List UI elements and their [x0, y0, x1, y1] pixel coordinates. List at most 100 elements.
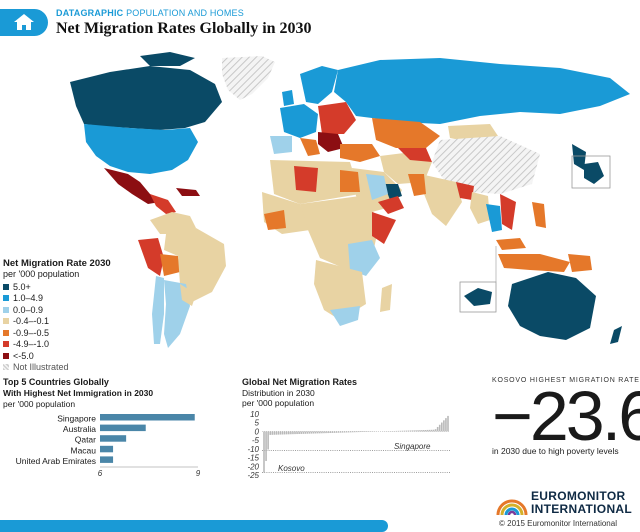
region-south-africa: [330, 306, 360, 326]
legend-swatch: [3, 306, 9, 313]
kosovo-note: in 2030 due to high poverty levels: [492, 446, 619, 456]
region-new-zealand: [610, 326, 622, 344]
region-balkans: [318, 132, 344, 152]
region-saudi: [366, 174, 388, 200]
copyright: © 2015 Euromonitor International: [499, 519, 617, 528]
legend-label: Not Illustrated: [13, 362, 69, 373]
region-russia: [334, 58, 630, 124]
legend-subtitle: per '000 population: [3, 269, 80, 279]
region-gulf-states: [384, 184, 402, 200]
region-north-america-north: [70, 66, 222, 130]
region-nepal-bangladesh: [456, 182, 474, 200]
region-bolivia: [160, 254, 180, 276]
region-png: [568, 254, 592, 272]
legend-item: 5.0+: [3, 281, 138, 293]
region-sahel-orange: [264, 210, 286, 230]
region-scandinavia: [300, 66, 338, 104]
region-philippines: [532, 202, 546, 228]
top5-bar: [100, 456, 114, 463]
legend-label: <-5.0: [13, 350, 34, 361]
global-tick-label: 5: [255, 419, 260, 428]
inset-east-asia: [571, 155, 611, 189]
global-unit: per '000 population: [242, 398, 315, 408]
region-egypt: [340, 170, 360, 192]
logo-text-line2: INTERNATIONAL: [531, 502, 633, 516]
legend-label: 5.0+: [13, 281, 31, 292]
region-horn-africa: [372, 212, 396, 244]
global-tick-label: -15: [247, 454, 259, 463]
euromonitor-logo: EUROMONITOR INTERNATIONAL: [496, 487, 640, 517]
region-uk-ireland: [282, 90, 294, 106]
region-mexico: [104, 168, 160, 204]
region-brazil: [164, 228, 226, 302]
kosovo-callout: KOSOVO HIGHEST MIGRATION RATE −23.6 in 2…: [492, 377, 640, 457]
legend-item: -0.9–-0.5: [3, 327, 138, 339]
top5-category-label: United Arab Emirates: [16, 456, 96, 466]
legend-label: -0.9–-0.5: [13, 327, 50, 338]
top5-title: Top 5 Countries Globally: [3, 377, 109, 387]
map-legend: Net Migration Rate 2030 per '000 populat…: [3, 256, 138, 375]
global-tick-label: -20: [247, 462, 259, 471]
region-australia: [508, 272, 596, 340]
legend-swatch: [3, 295, 9, 302]
top5-unit: per '000 population: [3, 399, 76, 409]
region-iberia: [270, 136, 292, 154]
top5-category-label: Singapore: [57, 414, 96, 424]
region-southern-africa: [314, 260, 366, 320]
top5-bar: [100, 445, 114, 453]
top5-category-label: Australia: [63, 424, 96, 434]
logo-text-line1: EUROMONITOR: [531, 489, 626, 503]
top5-bar: [100, 414, 195, 421]
region-south-korea: [584, 162, 604, 184]
region-indonesia: [498, 254, 570, 272]
region-caribbean: [176, 188, 200, 196]
top5-panel: Top 5 Countries Globally With Highest Ne…: [3, 377, 223, 477]
region-china: [432, 136, 540, 194]
kicker-topic: POPULATION AND HOMES: [126, 8, 244, 18]
top5-subtitle: With Highest Net Immigration in 2030: [3, 388, 154, 398]
legend-items: 5.0+ 1.0–4.9 0.0–0.9 -0.4–-0.1 -0.9–-0.5 -4.9…: [3, 281, 138, 373]
global-tick-label: -10: [247, 445, 259, 454]
kicker-category: DATAGRAPHIC: [56, 8, 124, 18]
global-reference-label: Singapore: [394, 442, 431, 451]
region-greenland: [222, 56, 275, 100]
home-button[interactable]: [0, 9, 48, 36]
region-east-africa: [348, 240, 380, 276]
region-myanmar: [470, 192, 490, 224]
header: DATAGRAPHIC POPULATION AND HOMES Net Mig…: [0, 0, 640, 42]
kosovo-label: KOSOVO HIGHEST MIGRATION RATE: [492, 377, 640, 384]
region-arctic-islands: [140, 52, 195, 66]
region-uruguay-paraguay: [180, 284, 196, 306]
region-peru: [138, 238, 164, 276]
legend-label: 0.0–0.9: [13, 304, 44, 315]
region-thailand: [486, 204, 502, 232]
global-subtitle: Distribution in 2030: [242, 388, 315, 398]
region-western-europe: [280, 104, 318, 138]
legend-swatch: [3, 341, 9, 348]
page-title: Net Migration Rates Globally in 2030: [56, 20, 312, 37]
world-map-svg: [70, 52, 630, 348]
legend-item: -4.9–-1.0: [3, 339, 138, 351]
global-panel: Global Net Migration Rates Distribution …: [242, 377, 457, 480]
legend-item: -0.4–-0.1: [3, 316, 138, 328]
legend-label: 1.0–4.9: [13, 293, 44, 304]
region-singapore: [464, 288, 492, 306]
legend-label: -0.4–-0.1: [13, 316, 50, 327]
top5-tick-label-max: 9: [196, 469, 201, 477]
top5-tick-label-min: 6: [98, 469, 103, 477]
region-libya: [294, 166, 318, 192]
global-tick-label: 0: [255, 427, 260, 436]
global-title: Global Net Migration Rates: [242, 377, 358, 387]
top5-bar: [100, 435, 127, 442]
top5-category-label: Qatar: [75, 435, 96, 445]
region-colombia-venezuela: [150, 212, 196, 234]
region-japan: [572, 144, 586, 170]
footer-bar: [0, 520, 388, 532]
region-india: [420, 174, 462, 226]
global-tick-label: 10: [250, 411, 259, 419]
global-reference-label: Kosovo: [278, 464, 305, 473]
logo-arcs-icon: [496, 499, 528, 516]
region-kazakhstan: [372, 118, 440, 148]
region-italy-greece: [300, 138, 320, 156]
